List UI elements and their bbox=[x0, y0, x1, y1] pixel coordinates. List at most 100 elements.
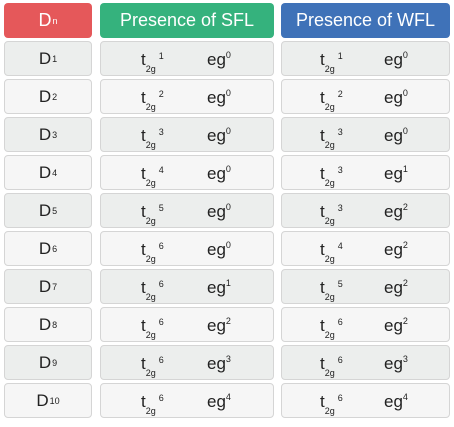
table-row: D 2 t2g2 eg0 t2g2 eg0 bbox=[4, 79, 450, 114]
t-subscript: 2g bbox=[324, 102, 335, 112]
t-label: t bbox=[320, 354, 325, 373]
t-subscript: 2g bbox=[145, 178, 156, 188]
eg-label: eg bbox=[207, 202, 226, 221]
dn-base: D bbox=[38, 200, 52, 220]
sfl-t2g: t2g6 bbox=[141, 240, 164, 264]
eg-label: eg bbox=[384, 50, 403, 69]
sfl-t2g: t2g6 bbox=[141, 392, 164, 416]
sfl-eg-count: 0 bbox=[225, 202, 231, 212]
sfl-eg: eg0 bbox=[207, 240, 231, 260]
wfl-t2g: t2g5 bbox=[320, 278, 343, 302]
wfl-eg: eg3 bbox=[384, 354, 408, 374]
wfl-t2g-count: 1 bbox=[337, 51, 343, 61]
wfl-eg: eg0 bbox=[384, 88, 408, 108]
eg-label: eg bbox=[207, 354, 226, 373]
t-subscript: 2g bbox=[324, 330, 335, 340]
dn-exponent: 10 bbox=[49, 395, 60, 406]
wfl-cell: t2g2 eg0 bbox=[281, 79, 450, 114]
dn-exponent: 7 bbox=[52, 281, 58, 292]
t-subscript: 2g bbox=[324, 216, 335, 226]
wfl-t2g-count: 3 bbox=[337, 165, 343, 175]
sfl-eg: eg0 bbox=[207, 88, 231, 108]
t-subscript: 2g bbox=[145, 254, 156, 264]
eg-label: eg bbox=[207, 50, 226, 69]
t-subscript: 2g bbox=[145, 292, 156, 302]
t-subscript: 2g bbox=[324, 292, 335, 302]
t-label: t bbox=[320, 126, 325, 145]
sfl-eg: eg0 bbox=[207, 164, 231, 184]
wfl-cell: t2g3 eg1 bbox=[281, 155, 450, 190]
eg-label: eg bbox=[207, 88, 226, 107]
wfl-t2g-count: 6 bbox=[337, 355, 343, 365]
eg-label: eg bbox=[384, 88, 403, 107]
dn-exponent: 5 bbox=[52, 205, 58, 216]
t-label: t bbox=[320, 278, 325, 297]
eg-label: eg bbox=[384, 354, 403, 373]
wfl-eg-count: 3 bbox=[402, 354, 408, 364]
sfl-t2g: t2g6 bbox=[141, 354, 164, 378]
sfl-eg-count: 0 bbox=[225, 88, 231, 98]
wfl-t2g: t2g6 bbox=[320, 316, 343, 340]
sfl-cell: t2g5 eg0 bbox=[100, 193, 274, 228]
t-subscript: 2g bbox=[145, 216, 156, 226]
dn-exponent: 4 bbox=[52, 167, 58, 178]
sfl-t2g-count: 5 bbox=[158, 203, 164, 213]
t-label: t bbox=[141, 316, 146, 335]
t-label: t bbox=[320, 392, 325, 411]
table-row: D 6 t2g6 eg0 t2g4 eg2 bbox=[4, 231, 450, 266]
t-label: t bbox=[141, 240, 146, 259]
wfl-t2g: t2g6 bbox=[320, 354, 343, 378]
wfl-t2g: t2g3 bbox=[320, 126, 343, 150]
dn-exponent: 6 bbox=[52, 243, 58, 254]
sfl-t2g: t2g1 bbox=[141, 50, 164, 74]
dn-exponent: 3 bbox=[52, 129, 58, 140]
t-label: t bbox=[141, 278, 146, 297]
wfl-t2g-count: 6 bbox=[337, 393, 343, 403]
eg-label: eg bbox=[384, 164, 403, 183]
dn-base: D bbox=[38, 86, 52, 106]
sfl-t2g: t2g3 bbox=[141, 126, 164, 150]
sfl-eg-count: 4 bbox=[225, 392, 231, 402]
sfl-t2g: t2g6 bbox=[141, 278, 164, 302]
sfl-cell: t2g6 eg3 bbox=[100, 345, 274, 380]
wfl-eg-count: 2 bbox=[402, 316, 408, 326]
dn-base: D bbox=[38, 352, 52, 372]
table-row: D 5 t2g5 eg0 t2g3 eg2 bbox=[4, 193, 450, 228]
wfl-t2g-count: 3 bbox=[337, 127, 343, 137]
eg-label: eg bbox=[207, 316, 226, 335]
wfl-t2g: t2g1 bbox=[320, 50, 343, 74]
table-row: D 1 t2g1 eg0 t2g1 eg0 bbox=[4, 41, 450, 76]
eg-label: eg bbox=[384, 202, 403, 221]
t-subscript: 2g bbox=[145, 102, 156, 112]
sfl-cell: t2g2 eg0 bbox=[100, 79, 274, 114]
sfl-t2g-count: 6 bbox=[158, 393, 164, 403]
t-label: t bbox=[141, 392, 146, 411]
dn-exponent: 2 bbox=[52, 91, 58, 102]
wfl-t2g: t2g2 bbox=[320, 88, 343, 112]
sfl-eg: eg0 bbox=[207, 50, 231, 70]
sfl-eg-count: 0 bbox=[225, 164, 231, 174]
sfl-t2g: t2g2 bbox=[141, 88, 164, 112]
sfl-eg: eg3 bbox=[207, 354, 231, 374]
eg-label: eg bbox=[207, 278, 226, 297]
dn-base: D bbox=[38, 162, 52, 182]
sfl-t2g: t2g6 bbox=[141, 316, 164, 340]
eg-label: eg bbox=[384, 392, 403, 411]
wfl-eg-count: 4 bbox=[402, 392, 408, 402]
t-label: t bbox=[141, 202, 146, 221]
header-dn-base: D bbox=[38, 10, 52, 30]
sfl-t2g-count: 6 bbox=[158, 279, 164, 289]
wfl-cell: t2g4 eg2 bbox=[281, 231, 450, 266]
sfl-t2g-count: 6 bbox=[158, 355, 164, 365]
sfl-eg-count: 0 bbox=[225, 126, 231, 136]
wfl-eg-count: 1 bbox=[402, 164, 408, 174]
t-label: t bbox=[141, 164, 146, 183]
wfl-eg-count: 0 bbox=[402, 88, 408, 98]
t-subscript: 2g bbox=[324, 406, 335, 416]
